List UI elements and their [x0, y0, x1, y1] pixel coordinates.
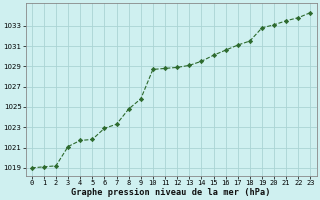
X-axis label: Graphe pression niveau de la mer (hPa): Graphe pression niveau de la mer (hPa): [71, 188, 271, 197]
